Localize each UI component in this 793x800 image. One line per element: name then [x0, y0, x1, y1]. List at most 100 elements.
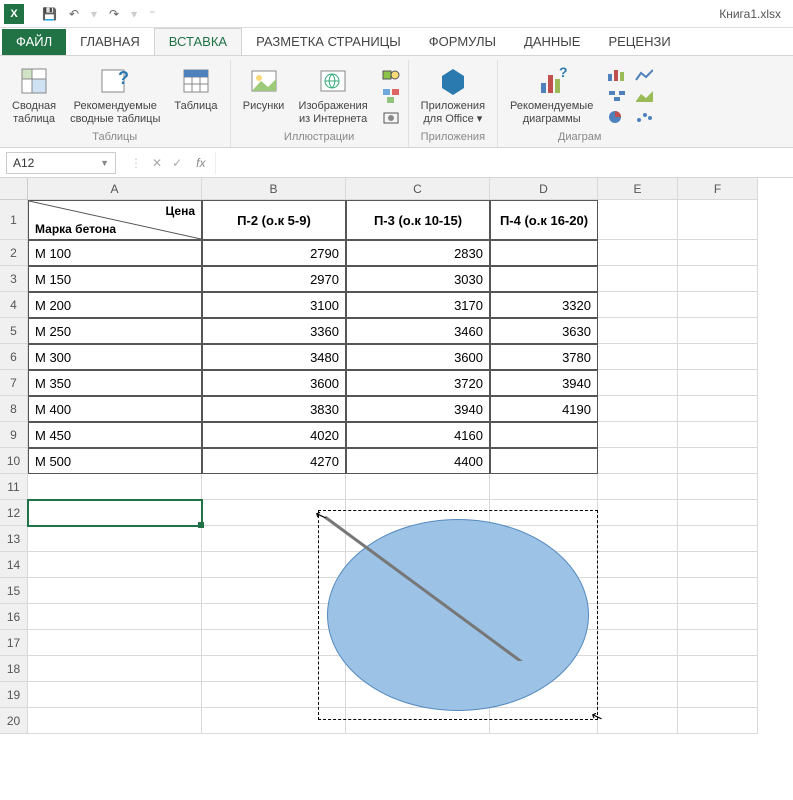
row-header[interactable]: 13 — [0, 526, 28, 552]
cell[interactable] — [202, 604, 346, 630]
row-header[interactable]: 11 — [0, 474, 28, 500]
redo-icon[interactable]: ↷ — [109, 7, 119, 21]
formula-input[interactable] — [215, 152, 793, 174]
row-header[interactable]: 4 — [0, 292, 28, 318]
row-header[interactable]: 12 — [0, 500, 28, 526]
cell[interactable] — [678, 630, 758, 656]
cell[interactable] — [28, 552, 202, 578]
undo-icon[interactable]: ↶ — [69, 7, 79, 21]
cell[interactable] — [678, 656, 758, 682]
cell[interactable] — [28, 656, 202, 682]
cell[interactable] — [28, 474, 202, 500]
row-header[interactable]: 3 — [0, 266, 28, 292]
column-header[interactable]: A — [28, 178, 202, 200]
table-row-label[interactable]: М 500 — [28, 448, 202, 474]
cell[interactable] — [346, 474, 490, 500]
cell[interactable] — [678, 500, 758, 526]
cell[interactable] — [678, 552, 758, 578]
table-cell[interactable]: 3600 — [202, 370, 346, 396]
table-cell[interactable] — [490, 422, 598, 448]
table-cell[interactable]: 3030 — [346, 266, 490, 292]
table-cell[interactable]: 4400 — [346, 448, 490, 474]
table-cell[interactable]: 3720 — [346, 370, 490, 396]
cell[interactable] — [678, 682, 758, 708]
row-header[interactable]: 5 — [0, 318, 28, 344]
cell[interactable] — [598, 474, 678, 500]
cell[interactable] — [598, 526, 678, 552]
cell[interactable] — [678, 474, 758, 500]
table-row-label[interactable]: М 400 — [28, 396, 202, 422]
cell[interactable] — [202, 656, 346, 682]
column-header[interactable]: F — [678, 178, 758, 200]
cell[interactable] — [346, 526, 490, 552]
cell[interactable] — [490, 500, 598, 526]
row-header[interactable]: 14 — [0, 552, 28, 578]
cell[interactable] — [202, 630, 346, 656]
table-row-label[interactable]: М 200 — [28, 292, 202, 318]
table-cell[interactable]: 4160 — [346, 422, 490, 448]
cell[interactable] — [346, 708, 490, 734]
name-box[interactable]: A12 ▼ — [6, 152, 116, 174]
pictures-button[interactable]: Рисунки — [239, 62, 289, 127]
tab-file[interactable]: ФАЙЛ — [2, 29, 66, 55]
cell[interactable] — [28, 578, 202, 604]
cell[interactable] — [490, 552, 598, 578]
cell[interactable] — [346, 552, 490, 578]
online-pictures-button[interactable]: Изображения из Интернета — [295, 62, 372, 127]
row-header[interactable]: 6 — [0, 344, 28, 370]
shapes-icon[interactable] — [382, 66, 400, 84]
spreadsheet-grid[interactable]: ABCDEF1ЦенаМарка бетонаП-2 (о.к 5-9)П-3 … — [0, 178, 793, 734]
row-header[interactable]: 19 — [0, 682, 28, 708]
table-column-header[interactable]: П-3 (о.к 10-15) — [346, 200, 490, 240]
row-header[interactable]: 9 — [0, 422, 28, 448]
cell[interactable] — [490, 578, 598, 604]
cell[interactable] — [202, 526, 346, 552]
cell[interactable] — [28, 682, 202, 708]
row-header[interactable]: 15 — [0, 578, 28, 604]
cell[interactable] — [28, 708, 202, 734]
cell[interactable] — [678, 578, 758, 604]
cell[interactable] — [346, 656, 490, 682]
cell[interactable] — [598, 604, 678, 630]
tab-review[interactable]: РЕЦЕНЗИ — [594, 29, 684, 55]
cell[interactable] — [490, 526, 598, 552]
table-row-label[interactable]: М 100 — [28, 240, 202, 266]
cell[interactable] — [346, 578, 490, 604]
table-column-header[interactable]: П-4 (о.к 16-20) — [490, 200, 598, 240]
line-chart-icon[interactable] — [635, 66, 653, 84]
tab-data[interactable]: ДАННЫЕ — [510, 29, 594, 55]
table-cell[interactable]: 2830 — [346, 240, 490, 266]
table-row-label[interactable]: М 300 — [28, 344, 202, 370]
cell[interactable] — [490, 604, 598, 630]
bar-chart-icon[interactable] — [607, 66, 625, 84]
recommended-pivot-button[interactable]: ? Рекомендуемые сводные таблицы — [66, 62, 164, 127]
row-header[interactable]: 16 — [0, 604, 28, 630]
diagonal-header-cell[interactable]: ЦенаМарка бетона — [28, 200, 202, 240]
row-header[interactable]: 17 — [0, 630, 28, 656]
table-cell[interactable]: 4270 — [202, 448, 346, 474]
cell[interactable] — [598, 630, 678, 656]
table-cell[interactable]: 3360 — [202, 318, 346, 344]
table-cell[interactable]: 4190 — [490, 396, 598, 422]
cell[interactable] — [678, 708, 758, 734]
recommended-charts-button[interactable]: ? Рекомендуемые диаграммы — [506, 62, 597, 127]
table-column-header[interactable]: П-2 (о.к 5-9) — [202, 200, 346, 240]
table-cell[interactable] — [490, 240, 598, 266]
cell[interactable] — [28, 604, 202, 630]
column-header[interactable]: E — [598, 178, 678, 200]
cell[interactable] — [490, 656, 598, 682]
table-button[interactable]: Таблица — [170, 62, 221, 127]
office-apps-button[interactable]: Приложения для Office ▾ — [417, 62, 489, 127]
cell[interactable] — [28, 526, 202, 552]
row-header[interactable]: 2 — [0, 240, 28, 266]
smartart-icon[interactable] — [382, 87, 400, 105]
cancel-formula-icon[interactable]: ✕ — [152, 156, 162, 170]
table-row-label[interactable]: М 350 — [28, 370, 202, 396]
table-row-label[interactable]: М 150 — [28, 266, 202, 292]
row-header[interactable]: 10 — [0, 448, 28, 474]
cell[interactable] — [202, 500, 346, 526]
cell[interactable] — [598, 500, 678, 526]
cell[interactable] — [490, 474, 598, 500]
cell[interactable] — [202, 578, 346, 604]
fx-icon[interactable]: fx — [196, 156, 205, 170]
